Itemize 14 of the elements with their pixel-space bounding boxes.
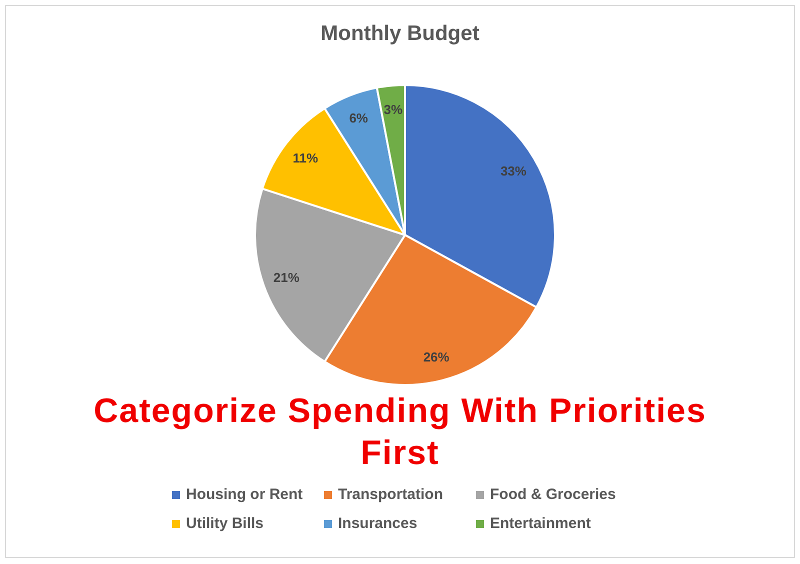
- text: Categorize Spending With Priorities First: [92, 391, 708, 474]
- data-label: 3%: [384, 102, 403, 118]
- data-label: 26%: [423, 350, 450, 365]
- legend-label: Housing or Rent: [186, 486, 303, 503]
- legend-label: Utility Bills: [186, 515, 264, 532]
- data-label: 33%: [500, 163, 527, 178]
- legend-label: Food & Groceries: [490, 486, 616, 503]
- legend-label: Insurances: [338, 515, 418, 532]
- legend-label: Entertainment: [490, 515, 591, 532]
- legend-label: Transportation: [338, 486, 444, 503]
- data-label: 11%: [292, 150, 319, 166]
- chart-title: Monthly Budget: [320, 22, 480, 46]
- data-label: 6%: [349, 110, 368, 126]
- data-label: 21%: [273, 270, 300, 286]
